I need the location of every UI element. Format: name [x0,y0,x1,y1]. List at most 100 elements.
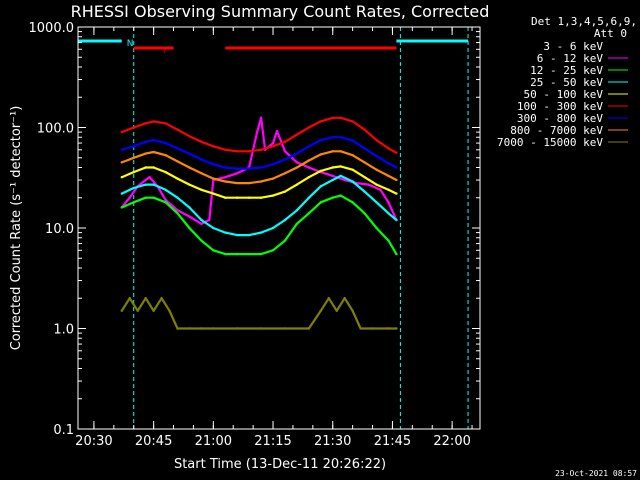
data-point [224,252,227,256]
series-line-0 [120,148,398,206]
data-point [339,194,342,197]
data-point [271,145,275,148]
legend-label-7: 800 - 7000 keV [510,124,603,137]
data-point [307,162,311,165]
data-point [351,309,354,313]
data-point [271,141,275,145]
y-tick-label-0: 0.1 [53,423,74,438]
data-point [212,226,215,230]
data-point [188,152,191,155]
data-point [120,130,123,134]
data-point [395,252,398,256]
data-point [371,327,374,330]
legend-label-4: 50 - 100 keV [524,88,604,101]
data-point [339,136,342,139]
data-point [144,297,147,300]
data-point [387,327,390,330]
data-point [176,160,179,163]
data-point [307,126,311,129]
data-point [355,174,358,178]
y-tick-label-3: 100.0 [37,122,74,137]
data-point [224,176,227,179]
data-point [319,153,322,156]
data-point [283,239,287,242]
data-point [395,192,398,195]
data-point [375,183,378,186]
data-point [343,172,346,175]
data-point [295,222,299,226]
data-point [295,161,299,164]
data-point [200,172,203,175]
data-point [132,156,135,159]
data-point [271,194,275,197]
legend-label-0: 3 - 6 keV [543,40,603,53]
data-point [331,136,334,139]
data-point [144,166,147,169]
data-point [319,138,322,142]
data-point [351,201,354,204]
data-point [363,161,366,164]
data-point [128,192,131,195]
data-point [339,165,342,168]
data-point [295,166,299,169]
data-point [247,233,251,237]
data-point [387,147,390,150]
data-point [176,147,179,150]
data-point [212,145,215,148]
data-point [200,327,203,330]
series-8 [120,297,398,330]
data-point [188,226,191,230]
data-point [160,297,163,300]
data-point [164,201,167,204]
data-point [331,196,334,199]
data-point [259,148,263,151]
series-line-2 [121,194,398,256]
data-point [120,161,123,164]
data-point [236,160,239,163]
data-point [271,163,275,166]
data-point [363,190,366,193]
data-point [343,178,346,182]
data-point [188,183,191,186]
data-point [176,177,179,180]
data-point [319,309,322,313]
data-point [200,188,203,191]
data-point [176,209,179,212]
data-point [319,185,322,188]
data-point [363,212,366,215]
data-point [247,196,251,199]
data-point [247,181,251,185]
data-point [275,129,279,133]
data-point [307,327,311,330]
data-point [188,188,191,191]
series-2 [120,194,398,256]
data-point [212,327,215,330]
data-point [307,159,311,162]
data-point [152,166,155,169]
data-point [212,174,215,178]
data-point [188,134,191,138]
data-point [351,120,354,123]
data-point [283,172,287,175]
data-point [331,150,334,153]
data-point [148,169,151,173]
data-point [164,154,167,157]
data-point [351,139,354,142]
timestamp: 23-Oct-2021 08:57 [555,469,637,478]
data-point [212,177,215,180]
legend-label-2: 12 - 25 keV [530,64,603,77]
data-point [164,122,167,125]
data-point [331,168,334,171]
data-point [367,173,370,176]
data-point [387,201,390,204]
data-point [136,309,139,313]
data-point [331,166,334,169]
data-point [379,188,382,191]
data-point [247,156,251,159]
x-tick-label-6: 22:00 [433,434,470,449]
y-axis-label: Corrected Count Rate (s⁻¹ detector⁻¹) [9,106,24,351]
data-point [152,183,155,186]
series-7 [120,150,398,185]
data-point [271,177,275,180]
